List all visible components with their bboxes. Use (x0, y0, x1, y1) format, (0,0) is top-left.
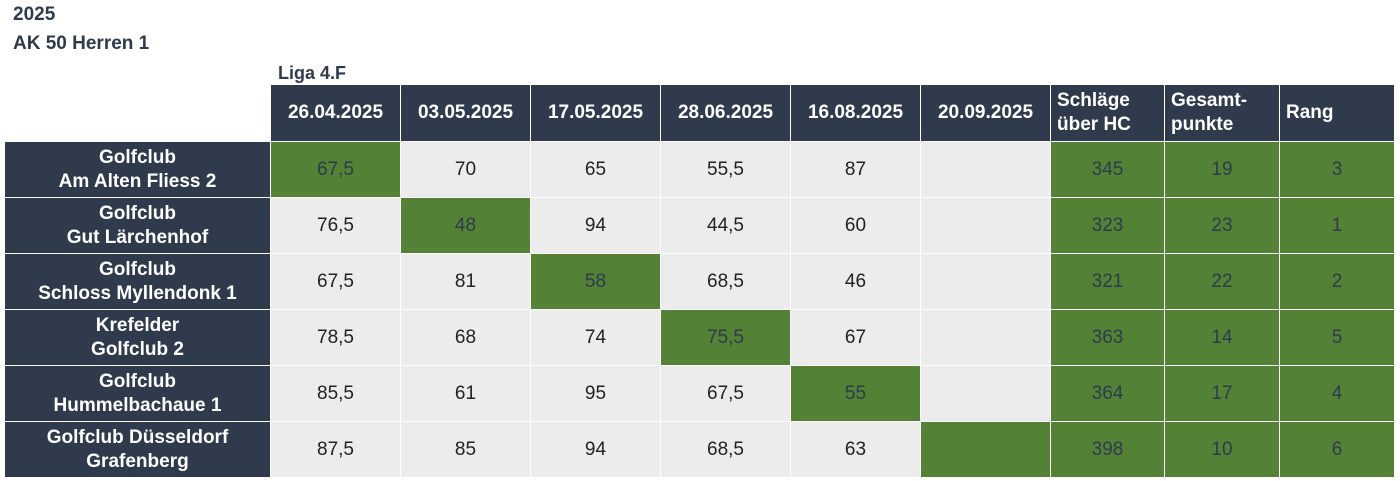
rank-value: 3 (1280, 142, 1394, 197)
league-label: Liga 4.F (278, 63, 347, 83)
score-cell: 67,5 (271, 254, 400, 309)
rank-value: 2 (1280, 254, 1394, 309)
points-total: 22 (1165, 254, 1279, 309)
score-cell: 87,5 (271, 422, 400, 477)
team-name-line: Golfclub (98, 146, 177, 168)
team-name-line: Golfclub Düsseldorf (46, 426, 229, 448)
score-cell-host: 55 (791, 366, 920, 421)
score-cell-host (921, 422, 1050, 477)
score-cell-host: 75,5 (661, 310, 790, 365)
team-name-line: Golfclub (98, 370, 177, 392)
column-header-date: 20.09.2025 (921, 85, 1050, 141)
group-title: AK 50 Herren 1 (13, 33, 150, 54)
column-header-points-line: Gesamt- (1171, 90, 1248, 111)
column-header-strokes-line: über HC (1057, 114, 1131, 135)
season-year: 2025 (13, 4, 56, 25)
score-cell: 55,5 (661, 142, 790, 197)
column-header-date: 17.05.2025 (531, 85, 660, 141)
score-cell-host: 67,5 (271, 142, 400, 197)
score-cell: 78,5 (271, 310, 400, 365)
team-name-line: Hummelbachaue 1 (53, 394, 222, 416)
points-total: 10 (1165, 422, 1279, 477)
team-name-line: Grafenberg (86, 450, 189, 472)
column-header-rank: Rang (1280, 85, 1394, 141)
rank-value: 5 (1280, 310, 1394, 365)
score-cell: 68 (401, 310, 530, 365)
points-total: 23 (1165, 198, 1279, 253)
column-header-date: 16.08.2025 (791, 85, 920, 141)
points-total: 17 (1165, 366, 1279, 421)
score-cell (921, 310, 1050, 365)
score-cell: 85 (401, 422, 530, 477)
score-cell: 67 (791, 310, 920, 365)
score-cell: 61 (401, 366, 530, 421)
score-cell: 94 (531, 422, 660, 477)
team-name: Golfclub Hummelbachaue 1 (5, 366, 270, 421)
score-cell: 46 (791, 254, 920, 309)
strokes-total: 345 (1051, 142, 1164, 197)
team-name-line: Am Alten Fliess 2 (58, 170, 217, 192)
score-cell (921, 142, 1050, 197)
strokes-total: 321 (1051, 254, 1164, 309)
points-total: 19 (1165, 142, 1279, 197)
column-header-points-line: punkte (1171, 114, 1234, 135)
score-cell: 67,5 (661, 366, 790, 421)
score-cell: 65 (531, 142, 660, 197)
team-name-line: Golfclub (98, 258, 177, 280)
strokes-total: 363 (1051, 310, 1164, 365)
column-header-date: 03.05.2025 (401, 85, 530, 141)
team-name-line: Schloss Myllendonk 1 (38, 282, 237, 304)
column-header-strokes: Schläge über HC (1051, 85, 1164, 141)
score-cell: 44,5 (661, 198, 790, 253)
score-cell: 95 (531, 366, 660, 421)
team-name: Golfclub Schloss Myllendonk 1 (5, 254, 270, 309)
team-name: Krefelder Golfclub 2 (5, 310, 270, 365)
team-name-line: Gut Lärchenhof (66, 226, 209, 248)
team-name-line: Krefelder (95, 314, 180, 336)
score-cell (921, 198, 1050, 253)
rank-value: 4 (1280, 366, 1394, 421)
score-cell: 74 (531, 310, 660, 365)
rank-value: 1 (1280, 198, 1394, 253)
strokes-total: 323 (1051, 198, 1164, 253)
score-cell: 68,5 (661, 422, 790, 477)
score-cell: 76,5 (271, 198, 400, 253)
score-cell: 60 (791, 198, 920, 253)
column-header-points: Gesamt-punkte (1165, 85, 1279, 141)
corner-cell (5, 85, 270, 141)
rank-value: 6 (1280, 422, 1394, 477)
score-cell-host: 58 (531, 254, 660, 309)
score-cell: 87 (791, 142, 920, 197)
score-cell: 63 (791, 422, 920, 477)
score-cell: 68,5 (661, 254, 790, 309)
team-name-line: Golfclub 2 (91, 338, 184, 360)
team-name: Golfclub Düsseldorf Grafenberg (5, 422, 270, 477)
team-name: Golfclub Am Alten Fliess 2 (5, 142, 270, 197)
score-cell: 81 (401, 254, 530, 309)
team-name: Golfclub Gut Lärchenhof (5, 198, 270, 253)
strokes-total: 398 (1051, 422, 1164, 477)
column-header-date: 28.06.2025 (661, 85, 790, 141)
score-cell-host: 48 (401, 198, 530, 253)
points-total: 14 (1165, 310, 1279, 365)
team-name-line: Golfclub (98, 202, 177, 224)
column-header-strokes-line: Schläge (1057, 90, 1130, 111)
column-header-date: 26.04.2025 (271, 85, 400, 141)
score-cell: 85,5 (271, 366, 400, 421)
results-table: 26.04.2025 03.05.2025 17.05.2025 28.06.2025… (5, 85, 1394, 477)
score-cell (921, 254, 1050, 309)
score-cell: 70 (401, 142, 530, 197)
strokes-total: 364 (1051, 366, 1164, 421)
score-cell: 94 (531, 198, 660, 253)
score-cell (921, 366, 1050, 421)
